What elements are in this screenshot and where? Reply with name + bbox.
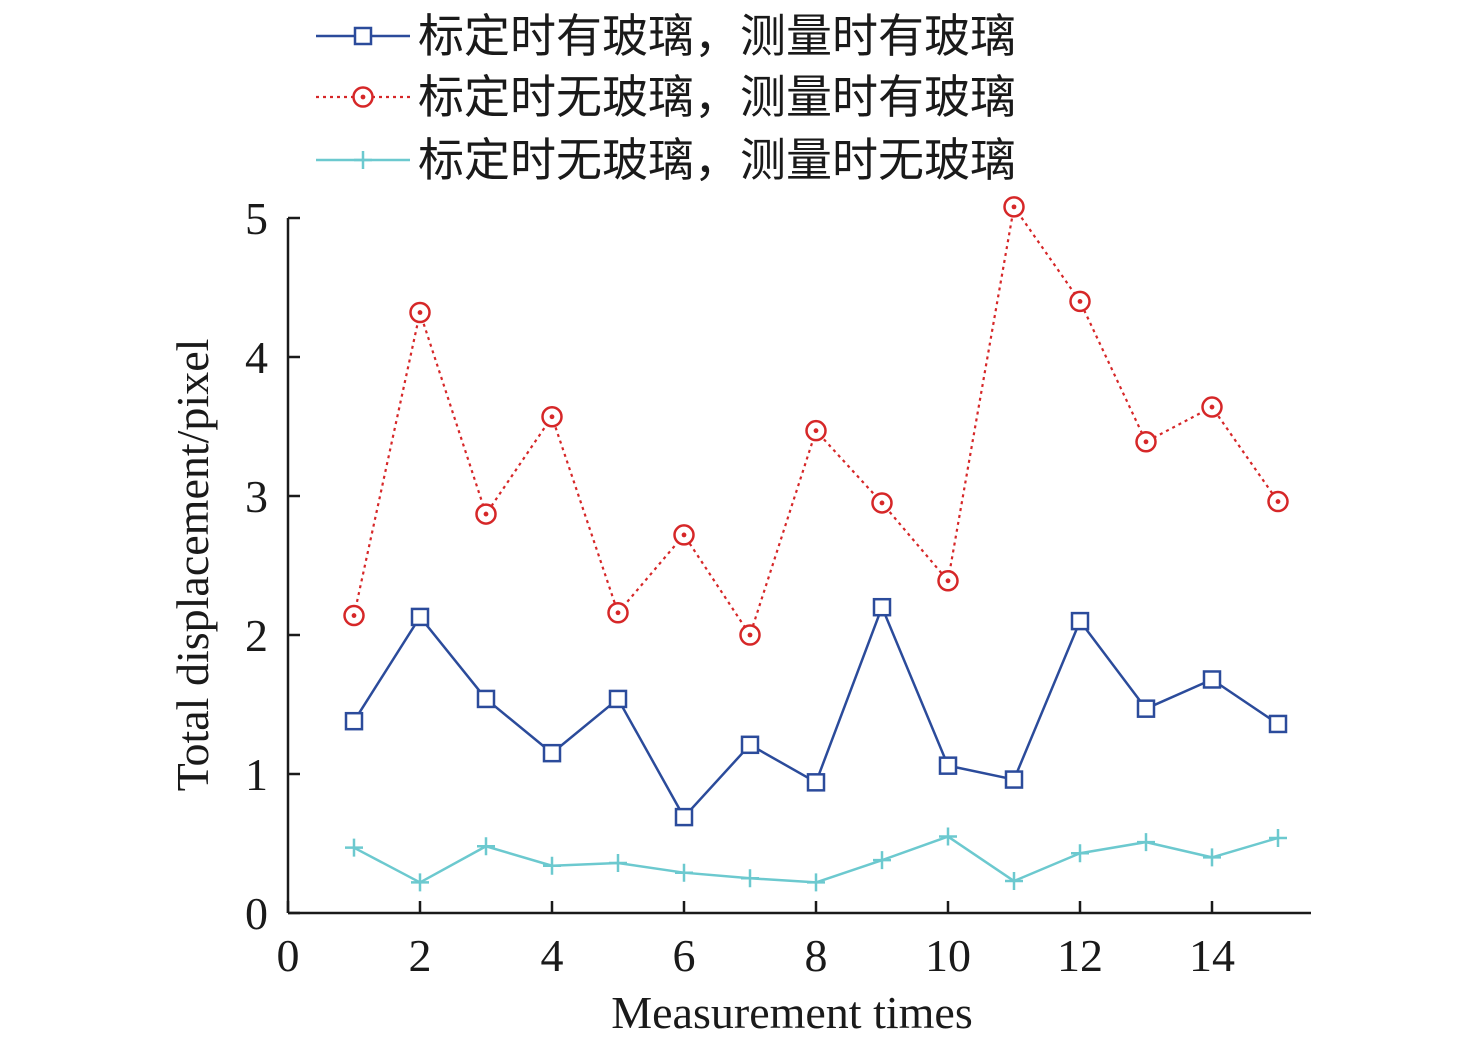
legend-marker	[354, 151, 372, 169]
legend-label: 标定时无玻璃，测量时无玻璃	[418, 133, 1016, 187]
data-point	[807, 873, 825, 892]
data-point	[873, 851, 891, 870]
data-point	[1202, 670, 1222, 689]
legend-label: 标定时有玻璃，测量时有玻璃	[418, 9, 1016, 63]
y-tick-label: 4	[245, 332, 268, 383]
data-point	[411, 873, 429, 892]
data-point	[345, 838, 363, 857]
data-point	[409, 301, 431, 324]
legend-marker	[353, 26, 373, 46]
legend-label: 标定时无玻璃，测量时有玻璃	[418, 70, 1016, 124]
data-point	[475, 503, 497, 525]
data-point	[1137, 833, 1155, 852]
data-point	[806, 773, 826, 792]
data-point	[1069, 290, 1091, 313]
data-point	[608, 689, 628, 709]
series-layer	[343, 196, 1289, 892]
x-tick-label: 8	[805, 930, 828, 981]
series-2	[345, 827, 1287, 892]
data-point	[1267, 490, 1289, 513]
data-point	[1201, 396, 1223, 418]
data-point	[740, 735, 760, 755]
x-tick-label: 6	[673, 930, 696, 981]
series-0	[344, 597, 1288, 827]
data-point	[872, 597, 892, 617]
data-point	[543, 856, 561, 875]
series-1	[343, 196, 1289, 646]
data-point	[1268, 714, 1288, 734]
data-point	[937, 570, 959, 592]
data-point	[741, 869, 759, 888]
legend-marker	[352, 86, 374, 108]
data-point	[607, 602, 629, 624]
legend-item-2: 标定时无玻璃，测量时无玻璃	[316, 133, 1016, 187]
y-axis-label: Total displacement/pixel	[167, 339, 218, 792]
data-point	[938, 756, 958, 775]
data-point	[939, 827, 957, 846]
data-point	[410, 607, 430, 627]
data-point	[343, 604, 365, 627]
data-point	[805, 419, 827, 442]
y-tick-label: 5	[245, 193, 268, 244]
data-point	[674, 807, 694, 827]
data-point	[1005, 872, 1023, 891]
legend-item-1: 标定时无玻璃，测量时有玻璃	[316, 70, 1016, 124]
data-point	[1003, 196, 1025, 218]
data-point	[541, 406, 563, 428]
data-point	[739, 624, 761, 646]
y-tick-label: 2	[245, 610, 268, 661]
x-axis-label: Measurement times	[611, 987, 973, 1038]
data-point	[476, 689, 496, 709]
x-tick-label: 0	[277, 930, 300, 981]
x-tick-label: 14	[1189, 930, 1235, 981]
legend-item-0: 标定时有玻璃，测量时有玻璃	[316, 9, 1016, 63]
data-point	[609, 853, 627, 872]
data-point	[1203, 848, 1221, 867]
data-point	[477, 837, 495, 856]
y-tick-label: 0	[245, 888, 268, 939]
data-point	[675, 863, 693, 882]
data-point	[542, 743, 562, 763]
x-tick-label: 12	[1057, 930, 1103, 981]
data-point	[1135, 431, 1157, 453]
data-point	[344, 711, 364, 731]
data-point	[1070, 611, 1090, 631]
data-point	[1269, 828, 1287, 847]
data-point	[871, 492, 893, 514]
data-point	[673, 524, 695, 546]
data-point	[1136, 699, 1156, 718]
y-tick-label: 1	[245, 749, 268, 800]
y-tick-label: 3	[245, 471, 268, 522]
x-tick-label: 10	[925, 930, 971, 981]
data-point	[1071, 844, 1089, 863]
x-tick-label: 2	[409, 930, 432, 981]
data-point	[1004, 770, 1024, 789]
x-tick-label: 4	[541, 930, 564, 981]
